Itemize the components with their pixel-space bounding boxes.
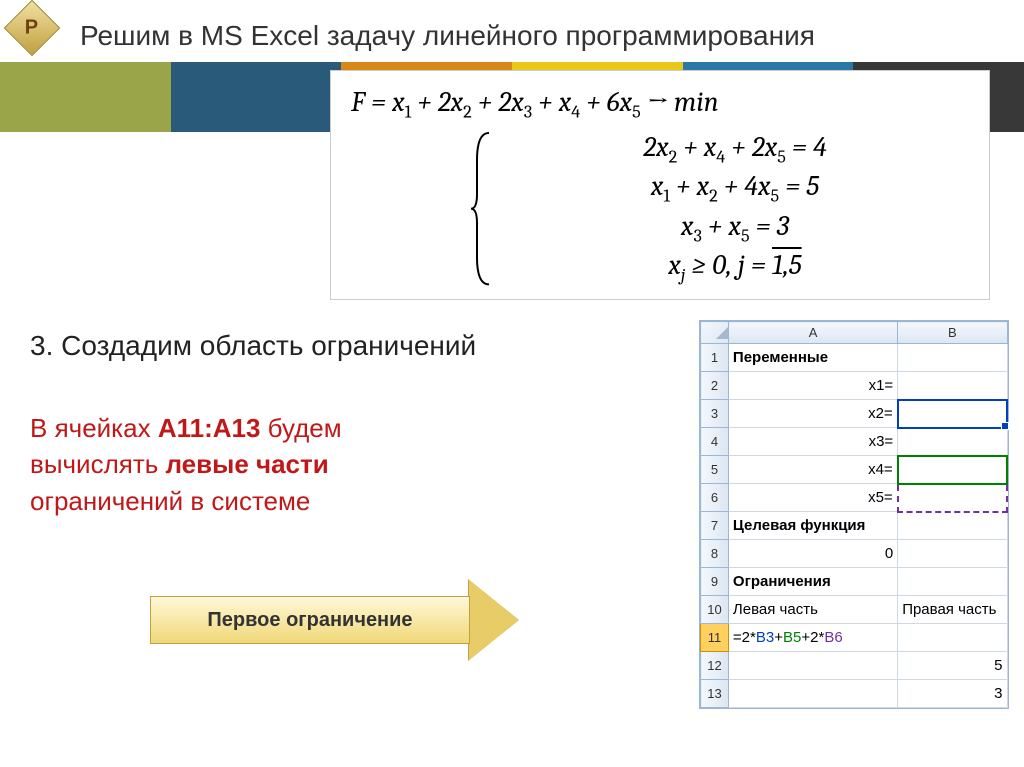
cell[interactable] — [898, 484, 1007, 512]
select-all-corner[interactable] — [701, 322, 729, 344]
table-row: 80 — [701, 540, 1008, 568]
cell[interactable]: 0 — [728, 540, 897, 568]
row-header[interactable]: 8 — [701, 540, 729, 568]
table-row: 7Целевая функция — [701, 512, 1008, 540]
cell[interactable] — [898, 372, 1007, 400]
cell[interactable] — [898, 512, 1007, 540]
cell[interactable]: Целевая функция — [728, 512, 897, 540]
cell[interactable]: x3= — [728, 428, 897, 456]
table-row: 9Ограничения — [701, 568, 1008, 596]
table-row: 13 3 — [701, 680, 1008, 708]
table-row: 11=2*B3+B5+2*B6 — [701, 624, 1008, 652]
brace-icon — [471, 131, 491, 286]
cell[interactable]: Переменные — [728, 344, 897, 372]
arrow-label: Первое ограничение — [150, 596, 470, 644]
constraint-2: x1 + x2 + 4x5 = 5 — [501, 170, 969, 207]
cell[interactable]: Правая часть — [898, 596, 1007, 624]
cell[interactable] — [728, 680, 897, 708]
cell[interactable]: =2*B3+B5+2*B6 — [728, 624, 897, 652]
section-heading: 3. Создадим область ограничений — [30, 330, 476, 362]
constraint-1: 2x2 + x4 + 2x5 = 4 — [501, 131, 969, 168]
cell[interactable] — [898, 400, 1007, 428]
constraint-3: x3 + x5 = 3 — [501, 210, 969, 247]
table-row: 5x4= — [701, 456, 1008, 484]
arrow-callout: Первое ограничение — [150, 580, 530, 660]
table-row: 12 5 — [701, 652, 1008, 680]
objective-function: F = x1 + 2x2 + 2x3 + x4 + 6x5 → min — [351, 86, 969, 123]
cell[interactable] — [898, 568, 1007, 596]
cell[interactable] — [898, 624, 1007, 652]
cell[interactable]: x5= — [728, 484, 897, 512]
table-row: 6x5= — [701, 484, 1008, 512]
row-header[interactable]: 6 — [701, 484, 729, 512]
row-header[interactable]: 12 — [701, 652, 729, 680]
body-paragraph: В ячейках A11:A13 будем вычислять левые … — [30, 410, 470, 519]
cell[interactable]: Левая часть — [728, 596, 897, 624]
cell[interactable] — [898, 456, 1007, 484]
row-header[interactable]: 11 — [701, 624, 729, 652]
excel-screenshot: A B 1Переменные2x1=3x2=4x3=5x4=6x5=7Целе… — [699, 320, 1009, 709]
constraint-4: xj ≥ 0, j = 1,5 — [501, 249, 969, 286]
cell[interactable] — [898, 428, 1007, 456]
row-header[interactable]: 9 — [701, 568, 729, 596]
column-header-a[interactable]: A — [728, 322, 897, 344]
table-row: 3x2= — [701, 400, 1008, 428]
row-header[interactable]: 2 — [701, 372, 729, 400]
row-header[interactable]: 4 — [701, 428, 729, 456]
cell[interactable]: 5 — [898, 652, 1007, 680]
logo-letter: P — [25, 17, 38, 40]
row-header[interactable]: 13 — [701, 680, 729, 708]
logo: P — [12, 8, 56, 52]
row-header[interactable]: 7 — [701, 512, 729, 540]
table-row: 2x1= — [701, 372, 1008, 400]
table-row: 10Левая частьПравая часть — [701, 596, 1008, 624]
cell[interactable]: Ограничения — [728, 568, 897, 596]
row-header[interactable]: 3 — [701, 400, 729, 428]
constraint-system: 2x2 + x4 + 2x5 = 4 x1 + x2 + 4x5 = 5 x3 … — [471, 131, 969, 286]
page-title: Решим в MS Excel задачу линейного програ… — [80, 20, 815, 52]
cell[interactable]: x2= — [728, 400, 897, 428]
cell[interactable]: 3 — [898, 680, 1007, 708]
table-row: 1Переменные — [701, 344, 1008, 372]
arrow-head-icon — [469, 580, 519, 660]
table-row: 4x3= — [701, 428, 1008, 456]
column-header-b[interactable]: B — [898, 322, 1007, 344]
row-header[interactable]: 10 — [701, 596, 729, 624]
row-header[interactable]: 5 — [701, 456, 729, 484]
row-header[interactable]: 1 — [701, 344, 729, 372]
cell[interactable] — [898, 344, 1007, 372]
cell[interactable]: x4= — [728, 456, 897, 484]
cell[interactable]: x1= — [728, 372, 897, 400]
math-formula-box: F = x1 + 2x2 + 2x3 + x4 + 6x5 → min 2x2 … — [330, 70, 990, 300]
cell[interactable] — [728, 652, 897, 680]
excel-header-row: A B — [701, 322, 1008, 344]
cell[interactable] — [898, 540, 1007, 568]
